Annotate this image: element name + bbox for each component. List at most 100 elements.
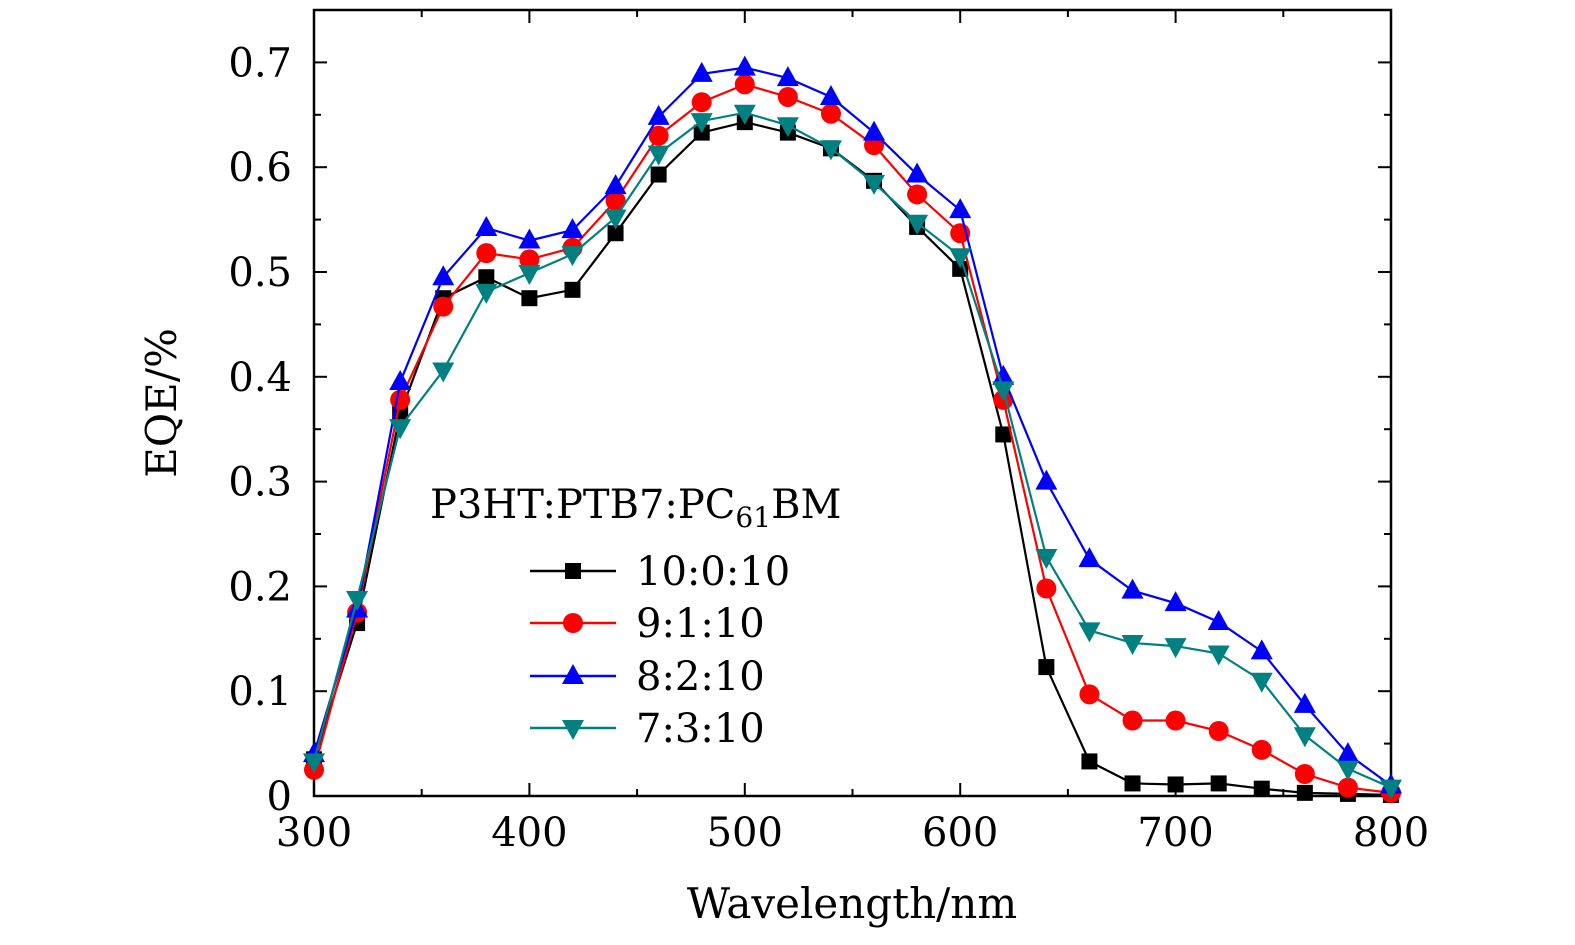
y-tick-label: 0 <box>267 774 292 820</box>
legend-item: 8:2:10 <box>530 654 765 700</box>
x-tick-label: 500 <box>707 810 783 856</box>
data-point <box>1078 622 1101 643</box>
series-layer <box>303 55 1402 803</box>
data-point <box>1164 638 1187 659</box>
data-point <box>1122 710 1143 731</box>
data-point <box>521 290 538 307</box>
data-point <box>906 162 929 183</box>
data-point <box>1337 777 1358 798</box>
data-point <box>820 103 841 124</box>
data-point <box>389 370 412 391</box>
legend-marker <box>565 563 581 579</box>
data-point <box>1293 727 1316 748</box>
x-tick-label: 400 <box>491 810 567 856</box>
data-point <box>1038 659 1055 676</box>
data-point <box>1164 591 1187 612</box>
data-point <box>906 214 929 235</box>
data-point <box>776 66 799 87</box>
data-point <box>561 246 584 267</box>
data-point <box>949 248 972 269</box>
data-point <box>776 117 799 138</box>
data-point <box>518 265 541 286</box>
data-point <box>1253 780 1270 797</box>
data-point <box>1294 763 1315 784</box>
data-point <box>605 190 626 211</box>
data-point <box>518 228 541 249</box>
plot-frame <box>312 8 1393 798</box>
data-point <box>952 260 969 277</box>
data-point <box>476 243 497 264</box>
data-point <box>650 166 667 183</box>
data-point <box>1250 639 1273 660</box>
legend-item: 10:0:10 <box>530 549 790 595</box>
data-point <box>519 249 540 270</box>
data-point <box>733 104 756 125</box>
x-tick-label: 300 <box>276 810 352 856</box>
series-line <box>312 111 1392 789</box>
data-point <box>1250 672 1273 693</box>
data-point <box>432 362 455 383</box>
y-tick-label: 0.7 <box>228 40 292 86</box>
data-point <box>648 125 669 146</box>
data-point <box>1210 775 1227 792</box>
data-point <box>647 104 670 125</box>
data-point <box>691 92 712 113</box>
data-point <box>1124 775 1141 792</box>
data-point <box>992 364 1015 385</box>
series-line <box>312 66 1392 787</box>
x-axis-title: Wavelength/nm <box>687 879 1017 928</box>
data-point <box>475 283 498 304</box>
data-point <box>690 61 713 82</box>
y-axis-title: EQE/% <box>137 328 186 478</box>
y-tick-label: 0.1 <box>228 669 292 715</box>
data-point <box>561 218 584 239</box>
y-tick-label: 0.4 <box>228 355 292 401</box>
series-line <box>312 120 1392 797</box>
data-point <box>432 265 455 286</box>
data-point <box>907 184 928 205</box>
data-point <box>1251 739 1272 760</box>
legend: P3HT:PTB7:PC61BM 10:0:10 9:1:10 8:2:10 7:3:… <box>430 482 841 752</box>
data-point <box>1035 469 1058 490</box>
legend-label: 7:3:10 <box>636 706 765 752</box>
x-tick-label: 600 <box>922 810 998 856</box>
data-point <box>604 174 627 195</box>
data-point <box>1336 742 1359 763</box>
legend-item: 7:3:10 <box>530 706 765 752</box>
legend-marker <box>562 664 584 684</box>
data-point <box>1380 779 1402 800</box>
data-point <box>433 296 454 317</box>
data-point <box>992 381 1015 402</box>
data-point <box>1208 721 1229 742</box>
data-point <box>564 281 581 298</box>
legend-marker <box>562 720 584 740</box>
series-8-2-10 <box>303 55 1402 794</box>
data-point <box>777 86 798 107</box>
data-point <box>1167 776 1184 793</box>
legend-label: 10:0:10 <box>636 549 790 595</box>
x-tick-label: 800 <box>1353 810 1429 856</box>
data-point <box>863 174 886 195</box>
data-point <box>863 120 886 141</box>
data-point <box>303 753 325 774</box>
series-10-0-10 <box>306 114 1399 803</box>
legend-item: 9:1:10 <box>530 601 765 647</box>
y-axis-ticks: 0 0.1 0.2 0.3 0.4 0.5 0.6 0.7 <box>228 9 1391 820</box>
data-point <box>607 225 624 242</box>
legend-marker <box>563 613 583 633</box>
data-point <box>389 419 412 440</box>
data-point <box>1036 578 1057 599</box>
y-tick-label: 0.5 <box>228 250 292 296</box>
data-point <box>1121 578 1144 599</box>
series-line <box>312 83 1392 794</box>
data-point <box>733 55 756 76</box>
legend-title: P3HT:PTB7:PC61BM <box>430 482 841 534</box>
data-point <box>1207 645 1230 666</box>
data-point <box>1336 760 1359 781</box>
legend-label: 9:1:10 <box>636 601 765 647</box>
data-point <box>995 426 1012 443</box>
data-point <box>949 198 972 219</box>
data-point <box>475 215 498 236</box>
data-point <box>1296 784 1313 801</box>
